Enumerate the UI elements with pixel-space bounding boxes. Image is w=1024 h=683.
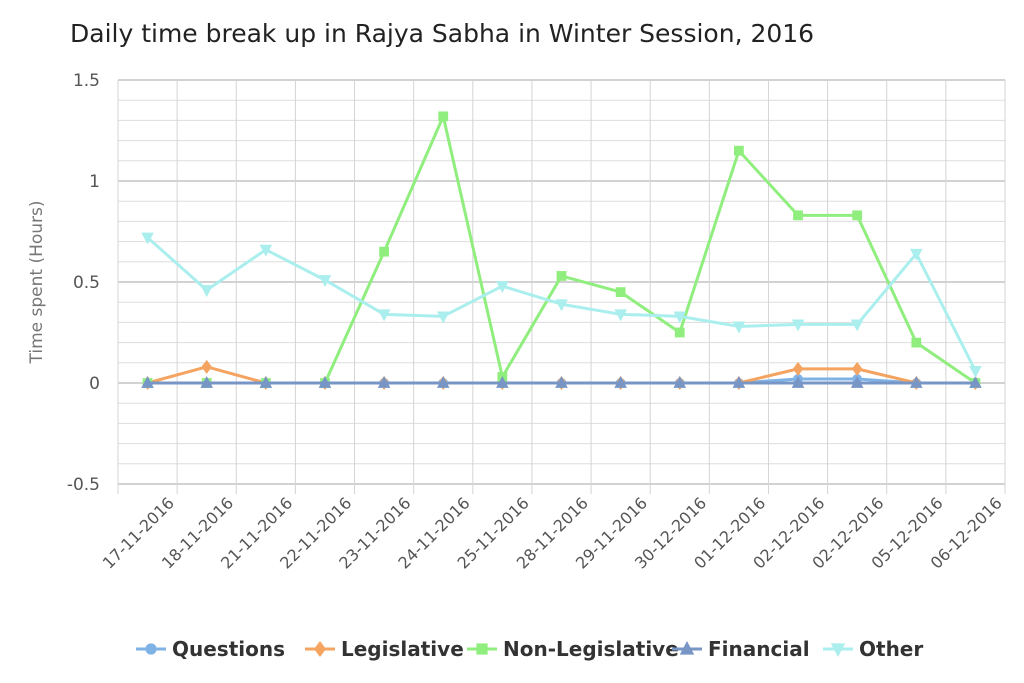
data-point-financial	[910, 376, 923, 388]
legend-marker-financial	[679, 641, 695, 655]
data-point-other	[910, 248, 923, 261]
data-point-non-legislative	[674, 327, 685, 338]
data-point-financial	[377, 376, 391, 388]
legend-marker-non-legislative	[476, 643, 488, 655]
data-point-other	[496, 281, 509, 294]
legend-marker-legislative	[314, 641, 326, 657]
data-point-other	[200, 285, 213, 298]
y-tick-label: -0.5	[67, 475, 100, 495]
data-point-non-legislative	[438, 111, 449, 122]
y-tick-label: 0	[89, 374, 100, 394]
data-point-other	[436, 311, 450, 324]
series-other	[141, 232, 982, 378]
data-point-other	[850, 319, 864, 332]
y-axis-label: Time spent (Hours)	[27, 200, 47, 364]
data-point-non-legislative	[556, 271, 567, 281]
data-point-other	[969, 365, 982, 378]
legend-item-questions[interactable]: Questions	[136, 637, 285, 661]
data-point-legislative	[851, 361, 863, 376]
data-point-other	[614, 309, 627, 322]
data-point-financial	[555, 376, 568, 388]
grid	[117, 79, 1006, 494]
data-point-other	[141, 232, 154, 245]
data-point-financial	[969, 376, 982, 388]
data-point-financial	[614, 376, 627, 388]
y-tick-label: 1	[89, 172, 100, 192]
data-point-legislative	[201, 359, 212, 374]
data-point-non-legislative	[379, 246, 389, 257]
legend[interactable]: Questions Legislative Non-Legislative Finan…	[136, 637, 923, 661]
legend-marker-other	[830, 643, 846, 657]
legend-label: Non-Legislative	[503, 637, 679, 661]
data-point-financial	[200, 376, 213, 388]
chart-title: Daily time break up in Rajya Sabha in Wi…	[70, 19, 814, 48]
y-tick-label: 1.5	[73, 71, 100, 91]
x-axis: 17-11-201618-11-201621-11-201622-11-2016…	[99, 493, 1006, 572]
series-financial	[141, 376, 982, 388]
legend-item-other[interactable]: Other	[823, 637, 923, 661]
data-point-non-legislative	[734, 145, 744, 156]
data-point-financial	[850, 376, 864, 388]
legend-label: Financial	[708, 637, 810, 661]
data-point-financial	[673, 376, 687, 388]
data-point-other	[377, 309, 391, 322]
data-point-financial	[732, 376, 746, 388]
data-point-financial	[436, 376, 450, 388]
data-point-financial	[259, 376, 273, 388]
legend-item-financial[interactable]: Financial	[672, 637, 810, 661]
data-point-non-legislative	[911, 337, 922, 348]
data-point-other	[673, 311, 687, 324]
data-point-financial	[496, 376, 509, 388]
data-point-other	[791, 319, 805, 332]
data-point-financial	[318, 376, 332, 388]
data-point-financial	[791, 376, 805, 388]
legend-label: Other	[859, 637, 923, 661]
data-point-other	[732, 321, 746, 334]
data-point-non-legislative	[615, 287, 626, 297]
data-point-other	[318, 275, 332, 287]
y-tick-label: 0.5	[73, 273, 100, 293]
data-point-other	[555, 299, 568, 312]
data-point-non-legislative	[852, 210, 863, 221]
data-point-other	[259, 244, 273, 257]
legend-label: Legislative	[341, 637, 464, 661]
data-point-financial	[141, 376, 154, 388]
y-axis: -0.5 0 0.5 1 1.5	[67, 71, 100, 495]
data-point-legislative	[792, 361, 804, 376]
series-group	[141, 111, 982, 390]
data-point-non-legislative	[793, 210, 803, 221]
legend-item-non-legislative[interactable]: Non-Legislative	[467, 637, 679, 661]
legend-item-legislative[interactable]: Legislative	[305, 637, 464, 661]
legend-marker-questions	[145, 643, 157, 655]
legend-label: Questions	[172, 637, 285, 661]
